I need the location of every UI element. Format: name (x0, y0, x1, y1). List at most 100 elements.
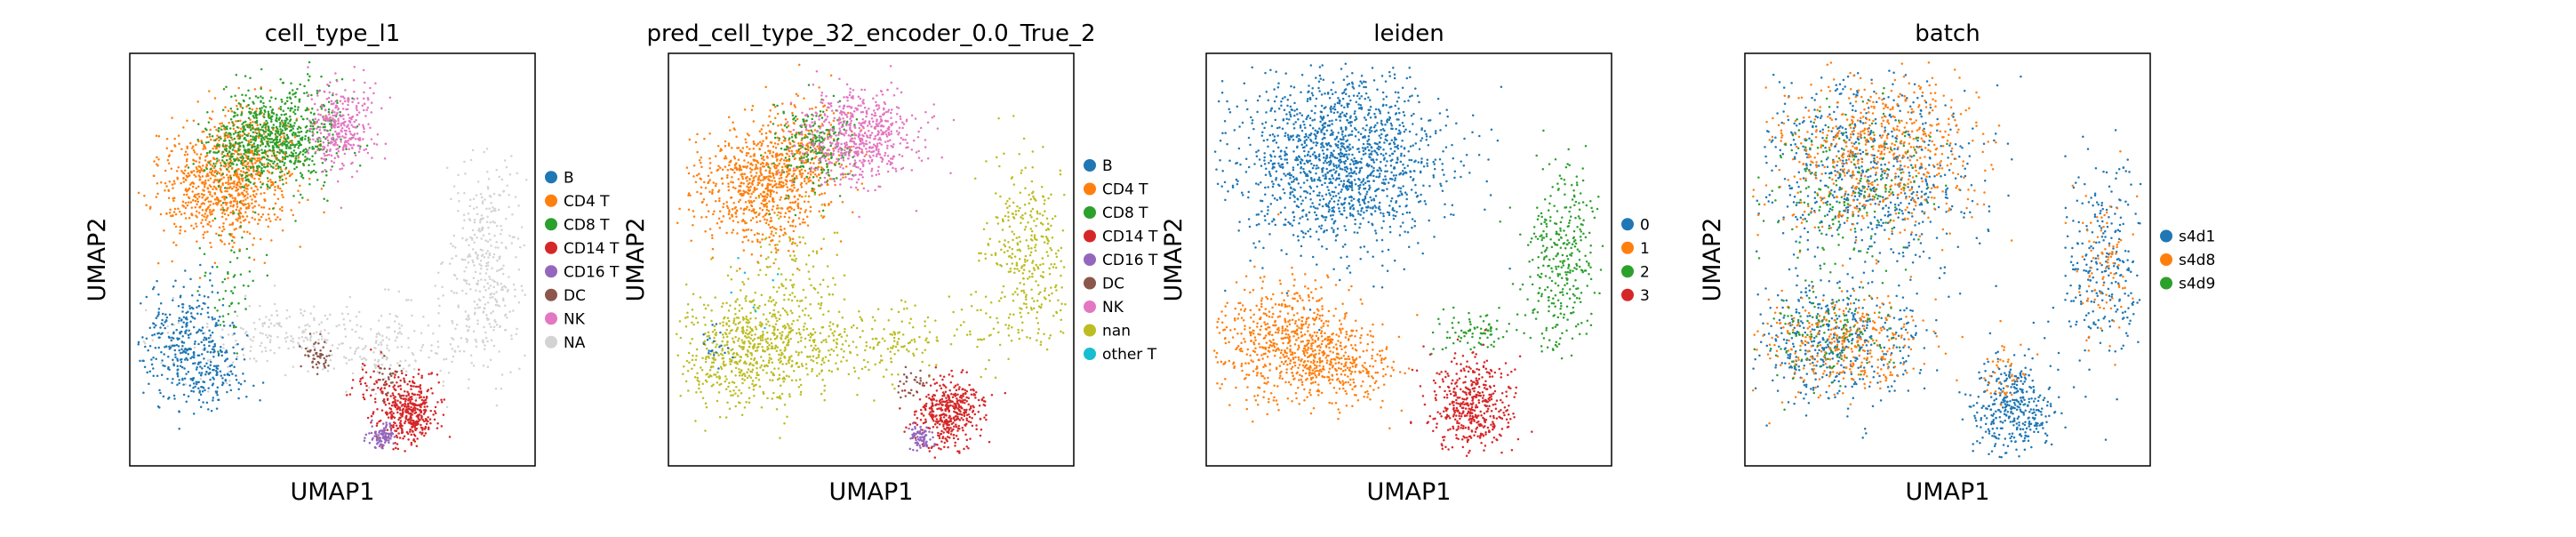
point-NK (334, 141, 338, 144)
point-NA (205, 325, 209, 329)
point-CD4 T (167, 162, 171, 164)
point-NA (304, 336, 307, 340)
point-NA (488, 253, 492, 257)
point-nan (746, 371, 748, 373)
point-CD4 T (237, 175, 240, 179)
point-nan (1060, 330, 1062, 333)
point-nan (809, 336, 812, 339)
point-B (181, 306, 184, 309)
point-CD8 T (290, 101, 293, 105)
point-nan (711, 330, 715, 333)
point-NK (350, 175, 354, 179)
point-nan (1043, 202, 1046, 205)
point-CD8 T (273, 160, 276, 164)
point-nan (749, 301, 753, 303)
point-NA (359, 325, 363, 328)
point-nan (696, 379, 699, 382)
point-NA (479, 272, 482, 275)
point-NA (438, 325, 441, 327)
point-CD8 T (332, 93, 334, 97)
point-nan (901, 333, 905, 336)
point-CD16 T (389, 429, 393, 432)
point-B (152, 374, 155, 377)
point-nan (810, 358, 812, 362)
point-CD8 T (338, 145, 341, 148)
point-CD8 T (236, 114, 239, 116)
point-B (221, 377, 224, 380)
point-B (192, 377, 195, 381)
point-B (176, 359, 180, 362)
point-nan (845, 334, 849, 337)
point-B (184, 348, 187, 351)
point-nan (774, 344, 778, 347)
point-NA (466, 341, 468, 343)
point-CD4 T (239, 220, 243, 224)
point-CD4 T (269, 178, 272, 181)
point-CD4 T (172, 199, 175, 202)
point-CD8 T (217, 126, 220, 130)
point-CD4 T (263, 191, 266, 195)
point-CD8 T (260, 95, 262, 98)
point-B (202, 381, 204, 383)
point-B (187, 395, 190, 398)
point-CD4 T (238, 211, 242, 213)
point-CD14 T (419, 409, 422, 412)
point-B (151, 333, 154, 337)
point-nan (731, 348, 734, 350)
point-CD8 T (275, 136, 277, 139)
point-nan (695, 354, 698, 357)
point-CD14 T (419, 387, 422, 390)
point-CD8 T (323, 197, 325, 200)
point-NK (383, 156, 387, 160)
point-CD4 T (198, 171, 202, 174)
point-CD8 T (230, 95, 233, 98)
point-nan (751, 380, 755, 382)
point-CD8 T (325, 173, 328, 177)
point-CD8 T (220, 137, 222, 140)
point-NA (502, 264, 505, 267)
point-NK (369, 126, 372, 129)
point-NK (340, 115, 343, 118)
point-CD4 T (252, 190, 255, 193)
point-nan (855, 326, 859, 330)
point-NA (468, 283, 471, 286)
point-nan (815, 374, 819, 378)
point-NA (516, 237, 520, 240)
point-NA (172, 324, 175, 326)
point-CD14 T (392, 385, 395, 389)
point-B (156, 315, 159, 317)
point-B (209, 350, 212, 354)
point-B (160, 350, 163, 354)
point-CD4 T (257, 136, 260, 140)
point-CD14 T (402, 412, 404, 414)
point-NK (324, 154, 326, 157)
point-nan (781, 307, 785, 310)
point-CD14 T (406, 402, 410, 405)
point-NA (242, 327, 244, 331)
point-B (211, 316, 213, 319)
point-CD4 T (228, 135, 231, 139)
point-CD8 T (249, 110, 252, 114)
point-nan (1026, 335, 1028, 339)
point-CD8 T (267, 137, 269, 140)
point-DC (314, 341, 317, 344)
point-NA (317, 323, 321, 326)
point-NA (504, 328, 508, 332)
point-NA (471, 259, 474, 262)
point-NK (350, 116, 354, 119)
point-NA (480, 214, 484, 217)
point-nan (691, 309, 694, 311)
point-NA (407, 337, 410, 340)
point-CD14 T (386, 429, 389, 431)
point-B (226, 390, 228, 394)
point-CD8 T (270, 164, 273, 168)
point-CD4 T (168, 211, 172, 214)
point-CD14 T (418, 390, 420, 393)
point-NA (231, 361, 235, 364)
point-CD14 T (393, 404, 396, 406)
point-B (211, 266, 214, 268)
point-nan (738, 337, 740, 340)
point-NK (343, 100, 347, 103)
point-nan (784, 346, 787, 349)
point-nan (747, 368, 750, 371)
